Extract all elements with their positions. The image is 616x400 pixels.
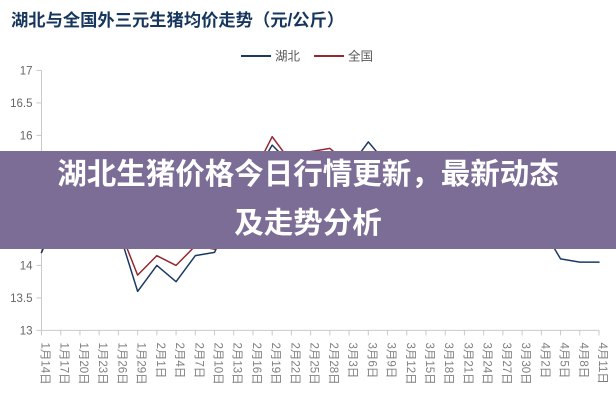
svg-text:湖北: 湖北	[275, 49, 301, 64]
svg-text:3月30日: 3月30日	[519, 343, 531, 385]
svg-text:2月28日: 2月28日	[327, 343, 339, 385]
svg-text:3月18日: 3月18日	[442, 343, 454, 385]
svg-text:3月15日: 3月15日	[423, 343, 435, 385]
svg-text:2月13日: 2月13日	[231, 343, 243, 385]
svg-text:1月17日: 1月17日	[58, 343, 70, 385]
svg-text:17: 17	[20, 65, 33, 77]
svg-text:2月10日: 2月10日	[212, 343, 224, 385]
svg-text:1月23日: 1月23日	[96, 343, 108, 385]
svg-text:3月21日: 3月21日	[461, 343, 473, 385]
svg-text:14: 14	[20, 260, 33, 272]
svg-text:1月29日: 1月29日	[135, 343, 147, 385]
svg-text:2月7日: 2月7日	[192, 343, 204, 379]
svg-text:3月27日: 3月27日	[500, 343, 512, 385]
svg-text:4月2日: 4月2日	[538, 343, 550, 379]
svg-text:4月11日: 4月11日	[596, 343, 608, 384]
svg-text:13.5: 13.5	[10, 293, 32, 305]
svg-text:1月20日: 1月20日	[77, 343, 89, 385]
svg-text:16: 16	[20, 130, 33, 142]
svg-text:全国: 全国	[348, 49, 373, 64]
svg-text:2月25日: 2月25日	[308, 343, 320, 385]
svg-text:3月24日: 3月24日	[481, 343, 493, 385]
svg-text:3月3日: 3月3日	[346, 343, 358, 379]
svg-text:2月1日: 2月1日	[154, 343, 166, 379]
svg-text:4月5日: 4月5日	[558, 343, 570, 379]
svg-text:1月26日: 1月26日	[115, 343, 127, 385]
svg-text:13: 13	[20, 325, 33, 337]
svg-text:16.5: 16.5	[10, 98, 32, 110]
svg-text:4月8日: 4月8日	[577, 343, 589, 379]
svg-text:2月19日: 2月19日	[269, 343, 281, 385]
svg-text:1月14日: 1月14日	[39, 343, 51, 385]
svg-text:3月9日: 3月9日	[385, 343, 397, 379]
svg-text:2月4日: 2月4日	[173, 343, 185, 379]
svg-text:2月22日: 2月22日	[288, 343, 300, 385]
svg-text:3月12日: 3月12日	[404, 343, 416, 385]
svg-text:3月6日: 3月6日	[365, 343, 377, 379]
svg-text:2月16日: 2月16日	[250, 343, 262, 385]
